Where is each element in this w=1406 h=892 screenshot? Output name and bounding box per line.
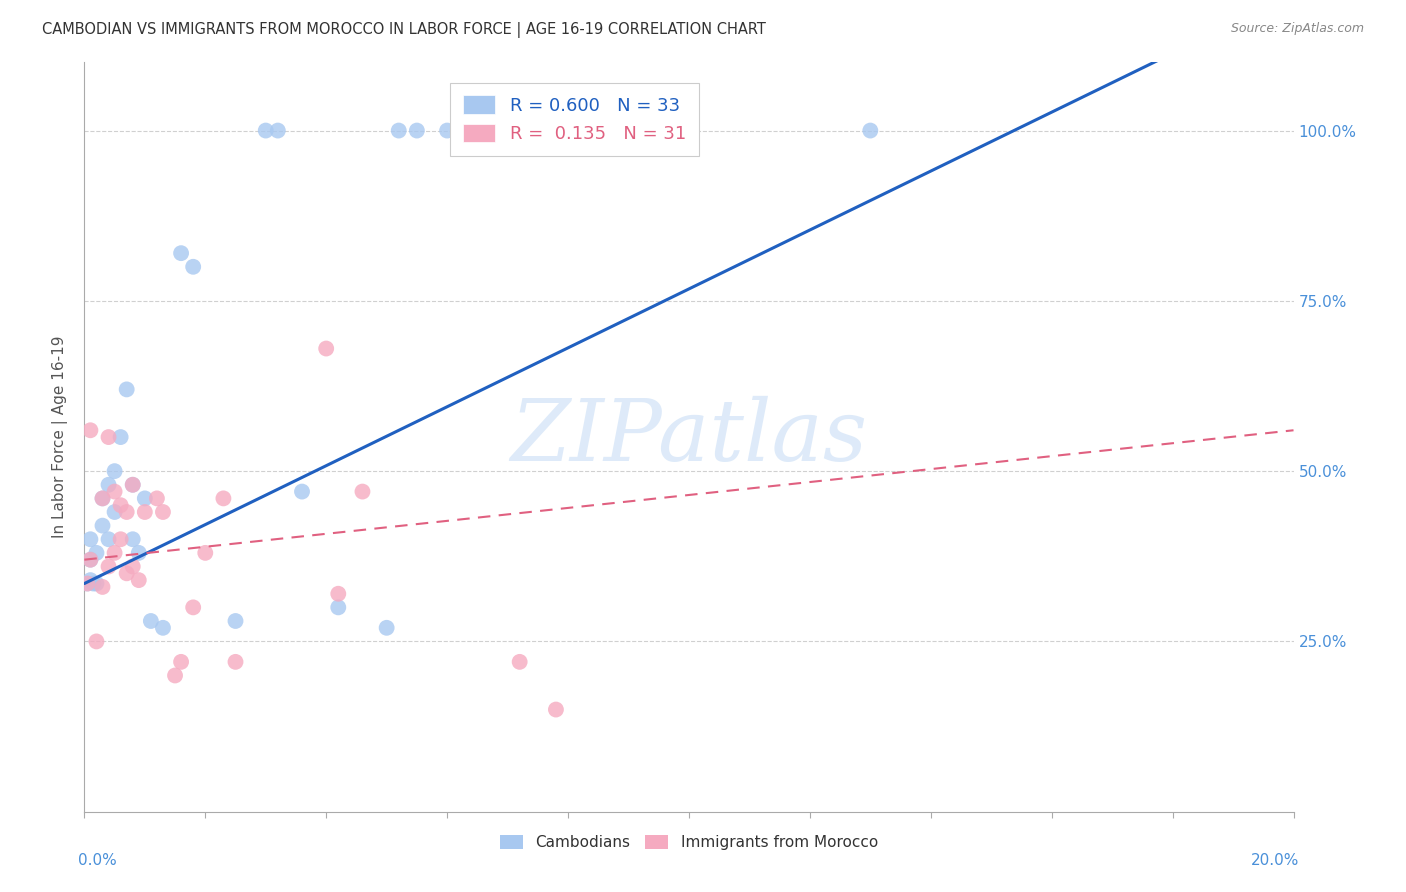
Point	[104, 546, 127, 560]
Point	[181, 600, 204, 615]
Point	[121, 477, 143, 491]
Text: CAMBODIAN VS IMMIGRANTS FROM MOROCCO IN LABOR FORCE | AGE 16-19 CORRELATION CHAR: CAMBODIAN VS IMMIGRANTS FROM MOROCCO IN …	[42, 22, 766, 38]
Point	[267, 123, 290, 137]
Point	[388, 123, 411, 137]
Point	[97, 559, 120, 574]
Text: 0.0%: 0.0%	[79, 853, 117, 868]
Point	[104, 505, 127, 519]
Point	[91, 580, 114, 594]
Point	[97, 477, 120, 491]
Point	[152, 621, 174, 635]
Point	[146, 491, 169, 506]
Point	[86, 634, 108, 648]
Point	[79, 552, 101, 566]
Point	[139, 614, 162, 628]
Point	[134, 491, 156, 506]
Point	[79, 573, 101, 587]
Point	[97, 533, 120, 547]
Point	[82, 576, 104, 591]
Point	[115, 383, 138, 397]
Point	[91, 518, 114, 533]
Point	[121, 559, 143, 574]
Point	[225, 655, 247, 669]
Point	[128, 546, 150, 560]
Text: Source: ZipAtlas.com: Source: ZipAtlas.com	[1230, 22, 1364, 36]
Point	[194, 546, 217, 560]
Point	[79, 552, 101, 566]
Point	[91, 491, 114, 506]
Point	[352, 484, 374, 499]
Point	[328, 587, 350, 601]
Point	[165, 668, 187, 682]
Point	[86, 576, 108, 591]
Point	[104, 484, 127, 499]
Point	[110, 430, 132, 444]
Point	[291, 484, 314, 499]
Point	[181, 260, 204, 274]
Point	[254, 123, 277, 137]
Point	[328, 600, 350, 615]
Text: 20.0%: 20.0%	[1251, 853, 1299, 868]
Text: ZIPatlas: ZIPatlas	[510, 396, 868, 478]
Point	[79, 423, 101, 437]
Point	[91, 491, 114, 506]
Point	[152, 505, 174, 519]
Point	[544, 702, 567, 716]
Point	[97, 430, 120, 444]
Point	[79, 533, 101, 547]
Point	[128, 573, 150, 587]
Point	[170, 655, 193, 669]
Point	[115, 505, 138, 519]
Point	[110, 533, 132, 547]
Legend: Cambodians, Immigrants from Morocco: Cambodians, Immigrants from Morocco	[494, 830, 884, 856]
Point	[212, 491, 235, 506]
Point	[121, 477, 143, 491]
Point	[509, 655, 531, 669]
Point	[375, 621, 398, 635]
Point	[859, 123, 882, 137]
Point	[76, 576, 98, 591]
Point	[134, 505, 156, 519]
Point	[170, 246, 193, 260]
Point	[436, 123, 458, 137]
Point	[115, 566, 138, 581]
Point	[110, 498, 132, 512]
Point	[225, 614, 247, 628]
Point	[76, 576, 98, 591]
Point	[86, 546, 108, 560]
Point	[315, 342, 337, 356]
Point	[104, 464, 127, 478]
Point	[406, 123, 429, 137]
Y-axis label: In Labor Force | Age 16-19: In Labor Force | Age 16-19	[52, 335, 69, 539]
Point	[121, 533, 143, 547]
